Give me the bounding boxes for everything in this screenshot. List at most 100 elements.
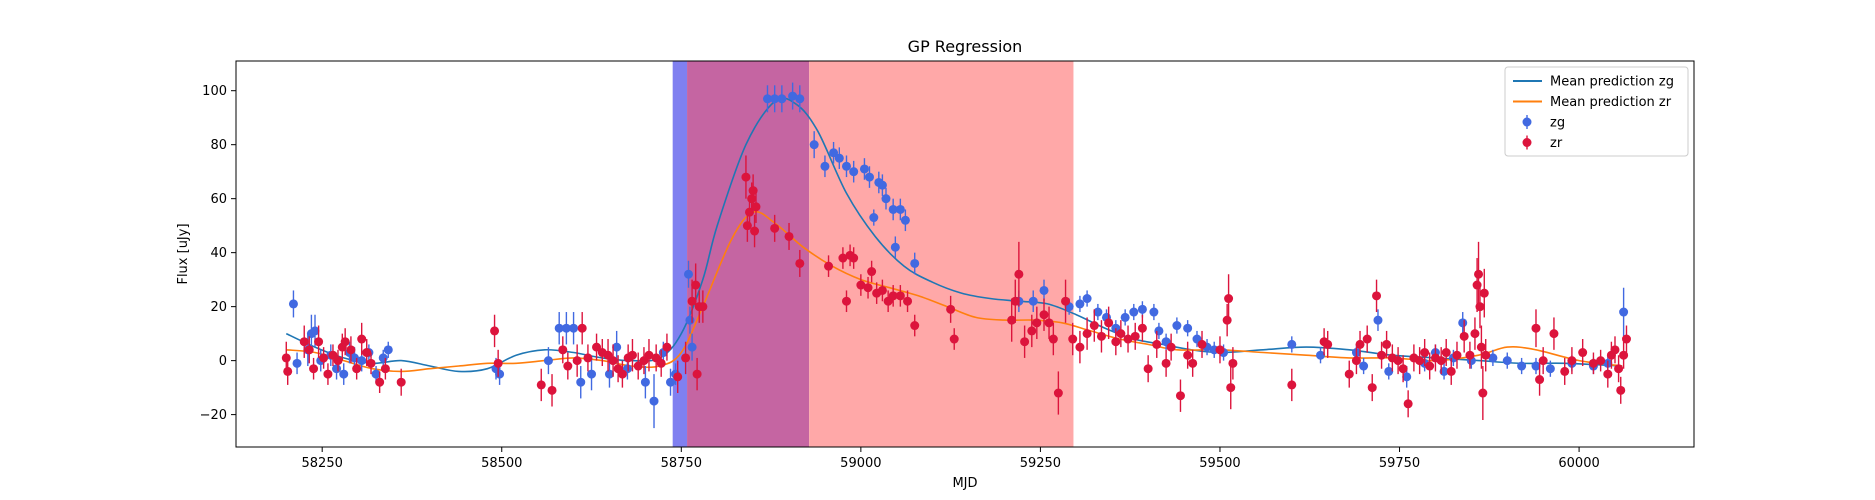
data-point-zr: [1027, 314, 1037, 348]
data-marker: [1183, 350, 1193, 360]
data-marker: [1096, 331, 1106, 341]
data-marker: [339, 369, 349, 379]
data-point-zr: [1567, 347, 1577, 375]
data-point-zr: [1161, 349, 1171, 377]
data-point-zr: [1619, 341, 1629, 369]
data-marker: [1531, 323, 1541, 333]
y-axis-label: Flux [uJy]: [176, 223, 191, 284]
data-marker: [1053, 388, 1063, 398]
data-marker: [838, 253, 848, 263]
data-marker: [666, 377, 676, 387]
legend-label: Mean prediction zr: [1550, 95, 1672, 110]
data-point-zr: [1382, 330, 1392, 358]
data-point-zr: [1226, 366, 1236, 410]
data-marker: [314, 337, 324, 347]
data-point-zg: [881, 187, 891, 210]
data-marker: [1458, 318, 1468, 328]
data-point-zr: [1481, 339, 1491, 372]
data-marker: [750, 226, 760, 236]
y-axis-ticks: −20 0 20 40 60 80 100: [200, 84, 236, 423]
data-point-zg: [1458, 312, 1468, 334]
data-marker: [1175, 391, 1185, 401]
data-point-zr: [692, 357, 702, 391]
data-point-zg: [640, 366, 650, 399]
data-point-zr: [1465, 341, 1475, 369]
data-point-zr: [1323, 330, 1333, 358]
data-point-zr: [1614, 355, 1624, 383]
data-point-zr: [1143, 355, 1153, 383]
data-point-zg: [900, 209, 910, 232]
data-point-zg: [666, 368, 676, 396]
data-marker: [1104, 318, 1114, 328]
data-marker: [1384, 366, 1394, 376]
data-marker: [1402, 372, 1412, 382]
data-marker: [1578, 348, 1588, 358]
data-marker: [558, 345, 568, 355]
data-point-zr: [946, 295, 956, 323]
data-point-zg: [576, 366, 586, 399]
data-marker: [1075, 342, 1085, 352]
data-marker: [1032, 318, 1042, 328]
shaded-region-1: [672, 61, 688, 447]
data-marker: [856, 280, 866, 290]
flux-measurements: [281, 82, 1631, 429]
data-marker: [1517, 361, 1527, 371]
data-point-zr: [849, 247, 859, 269]
data-marker: [304, 345, 314, 355]
data-marker: [1362, 334, 1372, 344]
x-axis-ticks: 58250 58500 58750 59000 59250 59500 59750 60000: [302, 447, 1600, 471]
data-point-zr: [662, 333, 672, 361]
data-marker: [1111, 337, 1121, 347]
data-point-zr: [1535, 363, 1545, 396]
data-marker: [1420, 348, 1430, 358]
mean-prediction-line-zr: [286, 210, 1623, 373]
data-point-zg: [1154, 322, 1164, 340]
data-point-zr: [1082, 317, 1092, 350]
data-point-zg: [1120, 309, 1130, 326]
data-point-zg: [777, 85, 787, 113]
x-axis-label: MJD: [952, 476, 977, 491]
data-marker: [1619, 350, 1629, 360]
data-marker: [340, 337, 350, 347]
data-marker: [949, 334, 959, 344]
data-marker: [1372, 291, 1382, 301]
legend-label: zr: [1550, 136, 1563, 151]
data-point-zr: [1166, 333, 1176, 361]
data-point-zr: [1020, 325, 1030, 358]
data-point-zr: [1197, 330, 1207, 358]
data-point-zr: [352, 357, 362, 380]
data-point-zr: [346, 336, 356, 364]
data-marker: [1603, 369, 1613, 379]
data-marker: [644, 350, 654, 360]
data-point-zr: [1032, 306, 1042, 340]
data-marker: [692, 369, 702, 379]
data-marker: [841, 296, 851, 306]
data-point-zg: [649, 374, 659, 429]
data-point-zg: [841, 155, 851, 178]
data-point-zr: [1603, 360, 1613, 388]
data-point-zr: [1222, 303, 1232, 337]
data-marker: [903, 296, 913, 306]
data-point-zr: [1116, 320, 1126, 348]
data-marker: [299, 337, 309, 347]
data-marker: [1014, 269, 1024, 279]
data-marker: [310, 326, 320, 336]
data-point-zr: [362, 339, 372, 367]
legend-marker-swatch: [1522, 117, 1532, 127]
data-point-zr: [547, 374, 557, 407]
legend-item-mean-prediction-zg: Mean prediction zg: [1513, 75, 1674, 90]
legend-item-zg: zg: [1522, 115, 1565, 131]
data-point-zr: [1446, 357, 1456, 385]
data-point-zr: [1123, 325, 1133, 353]
data-point-zg: [1531, 357, 1541, 375]
chart-title: GP Regression: [908, 37, 1023, 56]
data-point-zr: [1048, 322, 1058, 356]
data-marker: [617, 369, 627, 379]
data-marker: [1137, 304, 1147, 314]
data-marker: [777, 94, 787, 104]
data-point-zr: [795, 249, 805, 277]
data-marker: [1588, 358, 1598, 368]
data-point-zr: [1228, 347, 1238, 380]
data-point-zg: [543, 347, 553, 375]
data-point-zr: [493, 349, 503, 377]
